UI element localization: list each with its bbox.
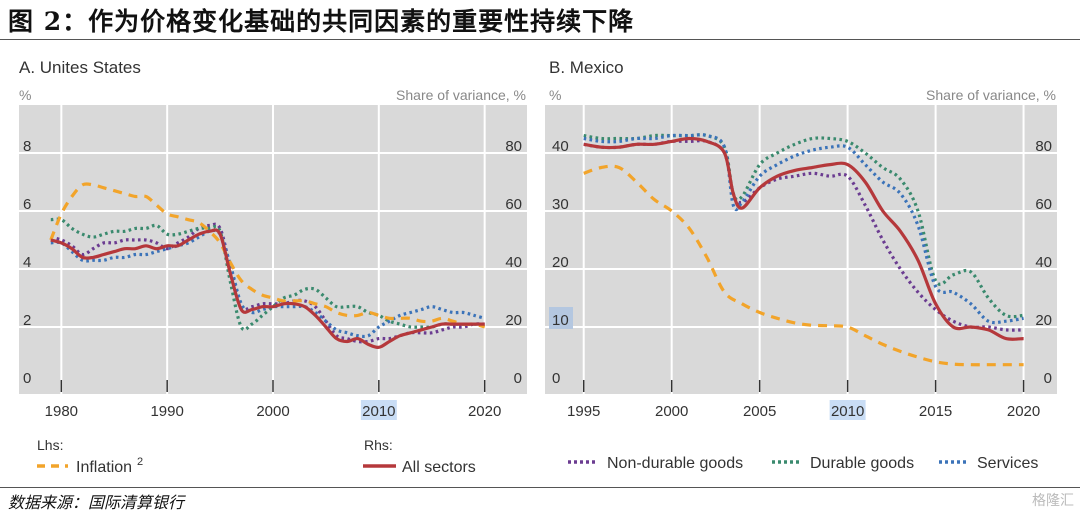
- y-left-tick-label: 20: [552, 254, 569, 271]
- legend-durable-label: Durable goods: [810, 455, 914, 472]
- legend-all-sectors-label: All sectors: [402, 459, 476, 476]
- x-tick-label: 2020: [468, 403, 501, 420]
- x-tick-label: 1990: [150, 403, 183, 420]
- y-left-tick-label: 0: [23, 370, 31, 387]
- y-right-tick-label: 80: [505, 138, 522, 155]
- x-tick-label: 1980: [45, 403, 78, 420]
- y-left-tick-label: 2: [23, 312, 31, 329]
- x-tick-highlight: [360, 400, 397, 420]
- legend-lhs-heading: Lhs:: [37, 437, 63, 453]
- series-line-services: [50, 228, 486, 339]
- panel-a-title: A. Unites States: [19, 58, 141, 77]
- panel-b-left-axis: 0 10 20 30 40: [549, 138, 573, 387]
- panel-a-right-axis: 0 20 40 60 80: [505, 138, 522, 387]
- x-tick-label: 2005: [743, 403, 776, 420]
- panel-b-x-axis: 1995 2000 2005 2010 2015 2020: [567, 380, 1040, 420]
- panel-b-left-unit: %: [549, 87, 561, 103]
- series-line-all-sectors: [583, 136, 1024, 341]
- figure-title: 图 2：作为价格变化基础的共同因素的重要性持续下降: [8, 7, 635, 36]
- series-line-durable-goods: [50, 217, 485, 332]
- y-right-tick-label: 60: [1035, 196, 1052, 213]
- y-right-tick-label: 40: [505, 254, 522, 271]
- y-left-tick-label: 6: [23, 196, 31, 213]
- legend-services-label: Services: [977, 455, 1038, 472]
- y-left-tick-label: 30: [552, 196, 569, 213]
- panel-a-left-axis: 0 2 4 6 8: [23, 138, 31, 387]
- panel-a-grid: [19, 105, 527, 394]
- y-left-tick-label: 0: [552, 370, 560, 387]
- y-right-tick-label: 80: [1035, 138, 1052, 155]
- watermark: 格隆汇: [1032, 493, 1074, 509]
- series-line-inflation: [583, 164, 1024, 367]
- legend-inflation-label: Inflation 2: [76, 456, 143, 476]
- x-tick-label: 2010: [831, 403, 864, 420]
- legend-non-durable-label: Non-durable goods: [607, 455, 743, 472]
- y-right-tick-label: 60: [505, 196, 522, 213]
- y-right-tick-label: 20: [505, 312, 522, 329]
- panel-a-left-unit: %: [19, 87, 31, 103]
- panel-b-right-unit: Share of variance, %: [926, 87, 1056, 103]
- panel-a-series: [49, 182, 486, 349]
- panel-b-title: B. Mexico: [549, 58, 624, 77]
- y-left-tick-label: 40: [552, 138, 569, 155]
- y-right-tick-label: 0: [514, 370, 522, 387]
- y-left-tick-label: 8: [23, 138, 31, 155]
- y-left-tick-label: 10: [552, 312, 569, 329]
- panel-a-x-axis: 1980 1990 2000 2010 2020: [45, 380, 501, 420]
- panel-b-right-axis: 0 20 40 60 80: [1035, 138, 1052, 387]
- series-line-durable-goods: [583, 133, 1024, 319]
- x-tick-label: 1995: [567, 403, 600, 420]
- x-tick-label: 2010: [362, 403, 395, 420]
- panel-a-right-unit: Share of variance, %: [396, 87, 526, 103]
- x-tick-label: 2015: [919, 403, 952, 420]
- x-tick-label: 2000: [256, 403, 289, 420]
- x-tick-highlight: [829, 400, 866, 420]
- y-right-tick-label: 0: [1044, 370, 1052, 387]
- legend-rhs-heading: Rhs:: [364, 437, 393, 453]
- x-tick-label: 2020: [1007, 403, 1040, 420]
- series-line-inflation: [49, 182, 486, 329]
- x-tick-label: 2000: [655, 403, 688, 420]
- top-rule: [0, 39, 1080, 40]
- series-line-all-sectors: [50, 228, 485, 349]
- y-right-tick-label: 40: [1035, 254, 1052, 271]
- bottom-rule: [0, 487, 1080, 488]
- legend-rhs: Rhs: All sectors: [363, 437, 476, 476]
- panel-mexico: B. Mexico % Share of variance, % 0 10 20 30…: [545, 58, 1057, 420]
- legend-lhs: Lhs: Inflation 2: [37, 437, 143, 476]
- y-tick-highlight: [549, 307, 573, 329]
- panel-b-series: [583, 133, 1024, 367]
- panel-united-states: A. Unites States % Share of variance, % …: [19, 58, 527, 420]
- y-left-tick-label: 4: [23, 254, 31, 271]
- legend-sectors: Non-durable goods Durable goods Services: [568, 455, 1038, 472]
- source-note: 数据来源：国际清算银行: [8, 493, 185, 512]
- y-right-tick-label: 20: [1035, 312, 1052, 329]
